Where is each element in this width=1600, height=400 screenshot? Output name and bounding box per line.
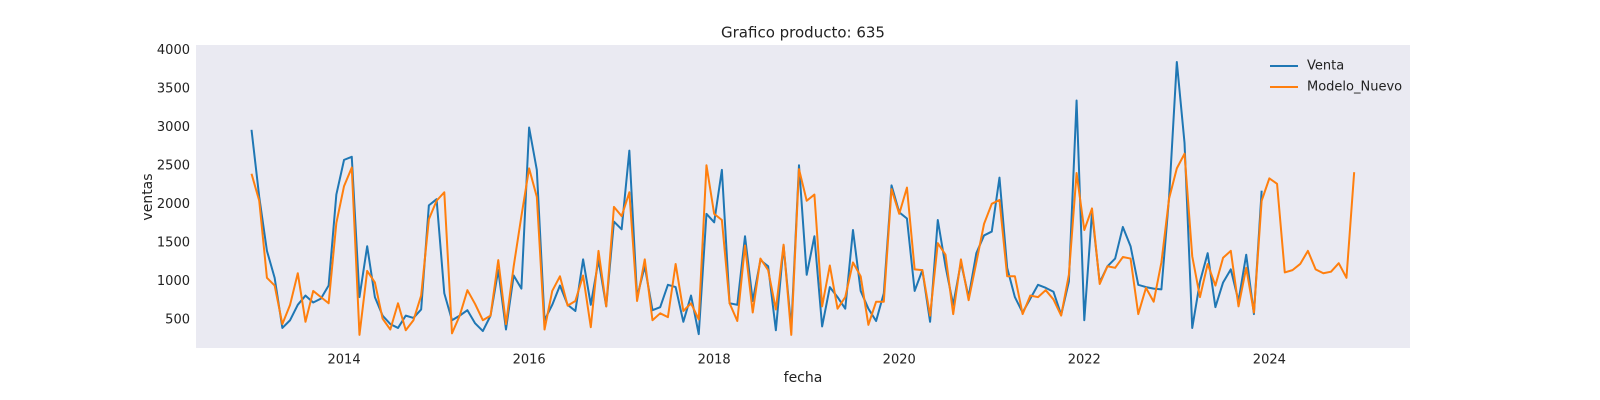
y-tick-label: 2000 xyxy=(157,197,190,212)
x-tick-label: 2014 xyxy=(328,353,361,368)
plot-area xyxy=(196,45,1410,348)
y-tick-label: 500 xyxy=(165,313,190,328)
legend-label: Venta xyxy=(1307,59,1344,74)
x-tick-label: 2022 xyxy=(1068,353,1101,368)
x-tick-label: 2018 xyxy=(698,353,731,368)
y-tick-label: 1500 xyxy=(157,236,190,251)
x-axis-label: fecha xyxy=(784,370,823,386)
chart-title: Grafico producto: 635 xyxy=(721,24,885,42)
x-tick-label: 2016 xyxy=(513,353,546,368)
x-tick-label: 2024 xyxy=(1253,353,1286,368)
series-line xyxy=(250,152,1356,336)
x-tick-label: 2020 xyxy=(883,353,916,368)
y-tick-label: 3500 xyxy=(157,81,190,96)
legend-label: Modelo_Nuevo xyxy=(1307,80,1402,95)
y-tick-label: 1000 xyxy=(157,274,190,289)
y-tick-label: 3000 xyxy=(157,120,190,135)
y-axis-label: ventas xyxy=(140,173,156,220)
y-tick-label: 4000 xyxy=(157,43,190,58)
y-tick-label: 2500 xyxy=(157,159,190,174)
